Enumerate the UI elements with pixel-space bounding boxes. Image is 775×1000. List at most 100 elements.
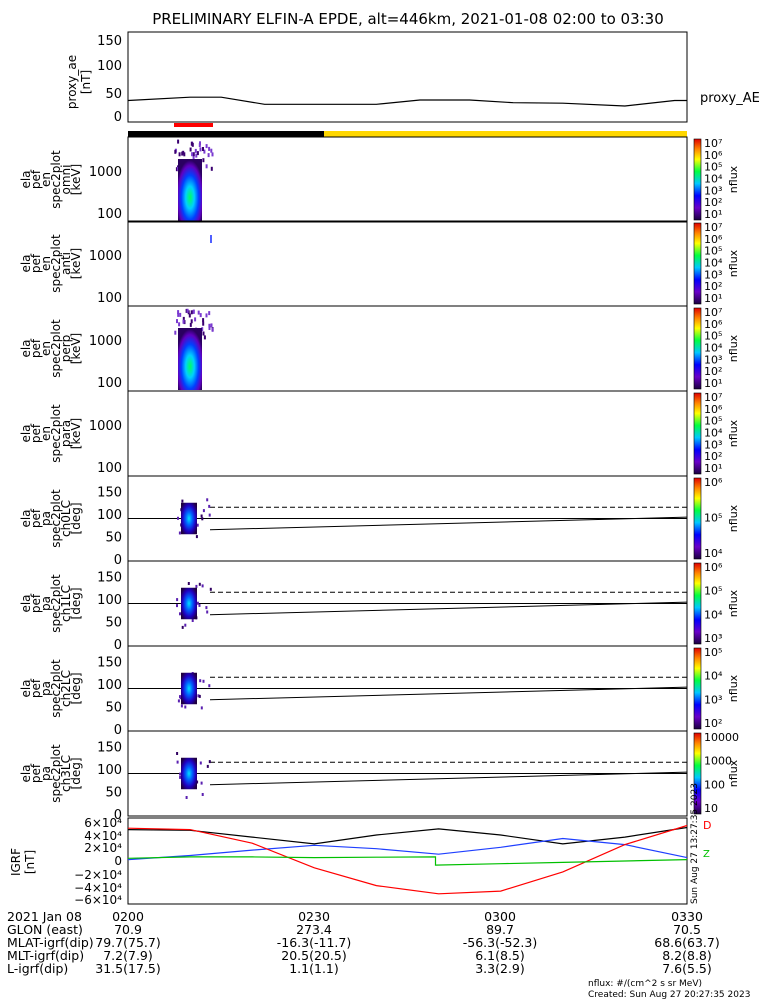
pa_ch0-ytick: 150 <box>97 486 122 501</box>
spec-pixel <box>208 311 211 316</box>
pa_ch1-ytick: 0 <box>114 638 122 653</box>
pa-pixel <box>179 696 182 700</box>
spec_para-colorbar-label: nflux <box>727 419 740 447</box>
pa-pixel <box>208 504 211 508</box>
spec-pixel <box>196 151 199 156</box>
panel-spec_anti: 1000100elapefenspec2plotanti[keV]10⁷10⁶1… <box>19 220 740 307</box>
spec-pixel <box>208 326 211 330</box>
pa_ch2-colorbar-tick: 10⁴ <box>704 670 723 683</box>
spec-pixel <box>210 323 213 328</box>
spec_para-ylabel: [keV] <box>69 418 83 449</box>
ephem-row-glon: GLON (east) 70.9 273.4 89.7 70.5 <box>7 922 701 937</box>
ephemeris-table: 2021 Jan 08 0200 0230 0300 0330 GLON (ea… <box>7 909 720 976</box>
pa_ch3-ylabel: pef <box>29 763 43 783</box>
spec_omni-ylabel: omni <box>59 165 73 195</box>
pa_ch1-colorbar-tick: 10³ <box>704 632 722 645</box>
ephem-label: MLT-igrf(dip) <box>7 948 84 963</box>
spec-pixel <box>175 167 178 172</box>
spec-pixel <box>203 149 206 154</box>
pa-pixel <box>208 760 211 764</box>
spec_perp-colorbar-tick: 10¹ <box>704 377 722 390</box>
spec_omni-colorbar-tick: 10³ <box>704 184 722 197</box>
pa_ch1-ytick: 150 <box>97 571 122 586</box>
pa_ch0-ytick: 0 <box>114 553 122 568</box>
igrf-ylabel-1: IGRF <box>9 848 23 876</box>
ephem-value: 70.9 <box>114 922 142 937</box>
spec_omni-colorbar-tick: 10² <box>704 196 722 209</box>
spec-pixel <box>179 312 182 317</box>
spec-pixel <box>188 313 191 318</box>
pa_ch2-ytick: 0 <box>114 723 122 738</box>
pa_ch2-colorbar-tick: 10³ <box>704 693 722 706</box>
ae-ytick-0: 0 <box>114 110 122 125</box>
spec_para-ylabel: para <box>59 420 73 447</box>
pa-pixel <box>201 793 204 796</box>
spec-pixel <box>182 316 185 321</box>
pa_ch1-ylabel: [deg] <box>69 588 83 620</box>
ephem-value: 0330 <box>671 909 703 924</box>
spec_perp-ylabel: pef <box>29 338 43 358</box>
spec-pixel <box>177 139 180 144</box>
ephem-row-mlt: MLT-igrf(dip) 7.2(7.9) 20.5(20.5) 6.1(8.… <box>7 948 712 963</box>
igrf-ylabel-2: [nT] <box>23 850 37 874</box>
pa_ch0-ylabel: [deg] <box>69 503 83 535</box>
igrf-series-t <box>127 856 688 866</box>
spec_anti-ylabel: pef <box>29 253 43 273</box>
spec-pixel <box>192 152 195 157</box>
created-vertical-label: Sun Aug 27 13:27:35 2023 <box>690 783 700 904</box>
pa-pixel <box>200 706 203 710</box>
ae-ytick-150: 150 <box>97 34 122 49</box>
spec-pixel <box>202 318 205 323</box>
spec_anti-colorbar-tick: 10⁴ <box>704 257 723 270</box>
ephem-row-l: L-igrf(dip) 31.5(17.5) 1.1(1.1) 3.3(2.9)… <box>7 961 712 976</box>
ephem-label: L-igrf(dip) <box>7 961 68 976</box>
igrf-series-y <box>127 837 688 861</box>
pa-pixel <box>198 694 201 698</box>
spec_perp-ytick: 1000 <box>89 334 122 349</box>
spec_anti-ylabel: anti <box>59 252 73 275</box>
spec_para-colorbar-tick: 10⁶ <box>704 403 723 416</box>
pa_ch1-ylabel: spec2plot <box>49 574 63 633</box>
spec_omni-ylabel: ela <box>19 170 33 188</box>
spec_perp-colorbar-label: nflux <box>727 334 740 362</box>
spec-pixel <box>202 331 205 336</box>
spec_perp-ytick: 100 <box>97 376 122 391</box>
spec-pixel <box>174 330 177 335</box>
spec_para-colorbar-tick: 10² <box>704 450 722 463</box>
pa_ch2-colorbar-tick: 10² <box>704 717 722 730</box>
pa_ch0-colorbar-tick: 10⁶ <box>704 476 723 489</box>
spec_perp-ylabel: spec2plot <box>49 319 63 378</box>
spec-pixel <box>210 166 213 171</box>
pa-pixel <box>177 516 179 520</box>
spec-pixel <box>192 309 195 314</box>
pa-pixel <box>184 705 187 709</box>
pa_ch3-ytick: 100 <box>97 763 122 778</box>
pa-pixel <box>202 679 205 683</box>
ae-ylabel-2: [nT] <box>79 70 93 94</box>
pa_ch2-ylabel: ch2LC <box>59 670 73 707</box>
pa_ch0-colorbar-tick: 10⁵ <box>704 512 722 525</box>
pa_ch1-ylabel: ela <box>19 594 33 612</box>
spec-pixel <box>190 319 193 324</box>
igrf-series-z <box>127 824 688 895</box>
spec-pixel <box>208 323 211 328</box>
pa-pixel <box>176 752 179 755</box>
spec_omni-colorbar-tick: 10¹ <box>704 208 722 221</box>
spec_omni-colorbar <box>693 138 702 221</box>
ae-ytick-50: 50 <box>105 87 122 102</box>
panel-proxy-ae: 150 100 50 0 proxy_ae [nT] proxy_AE <box>65 31 760 127</box>
spec_perp-colorbar-tick: 10³ <box>704 353 722 366</box>
pa_ch3-ytick: 150 <box>97 741 122 756</box>
spec_para-frame <box>127 390 688 477</box>
pa_ch1-ylabel: pef <box>29 593 43 613</box>
pa-pixel <box>179 612 181 616</box>
spec-pixel <box>176 319 178 324</box>
spec_omni-ylabel: pef <box>29 169 43 189</box>
pa_ch3-colorbar-tick: 1000 <box>704 755 732 768</box>
spec_anti-colorbar-label: nflux <box>727 249 740 277</box>
pa-pixel <box>195 584 198 588</box>
pa_ch0-ytick: 50 <box>105 531 122 546</box>
igrf-legend-mark-d: D <box>703 819 711 832</box>
